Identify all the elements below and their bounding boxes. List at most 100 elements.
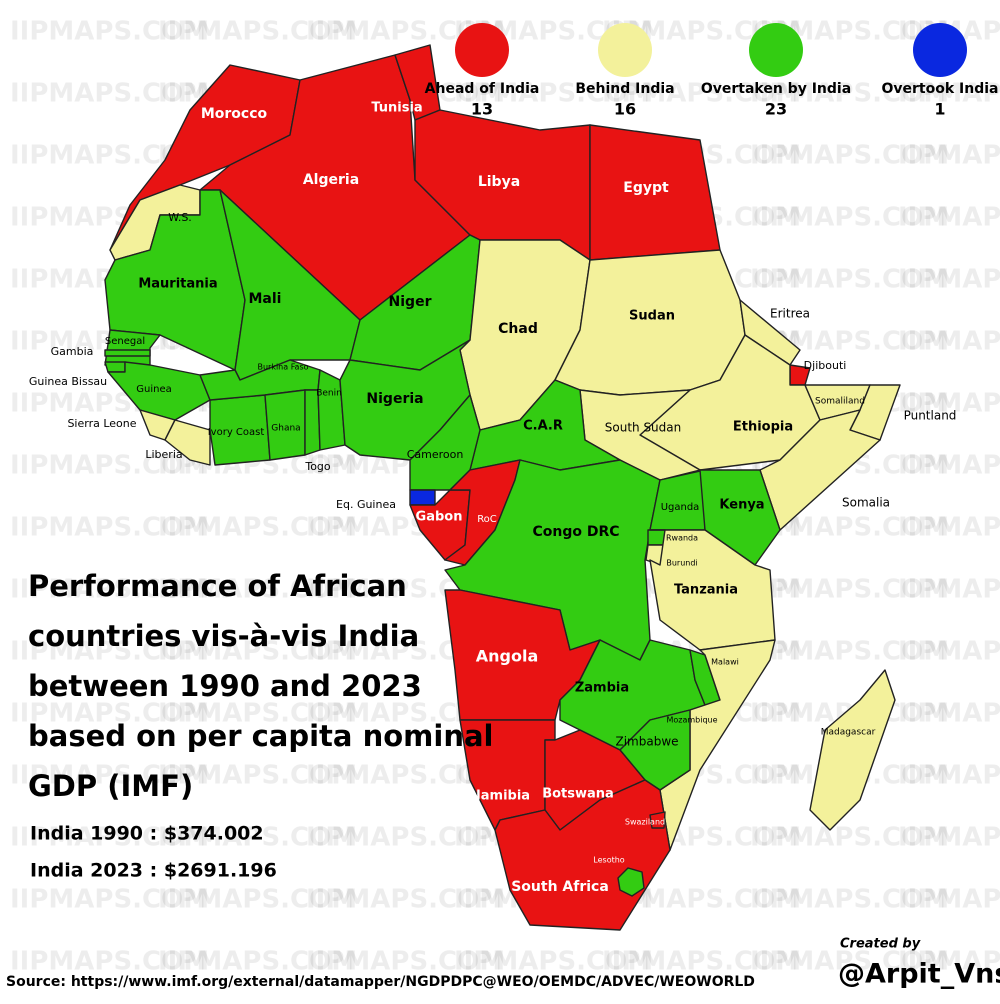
country-label: Tanzania (674, 583, 738, 598)
watermark: IIPMAPS.COM (158, 885, 357, 915)
legend-count: 16 (614, 100, 636, 119)
country-label: Rwanda (666, 534, 698, 543)
watermark: IIPMAPS.COM (602, 79, 801, 109)
watermark: IIPMAPS.COM (158, 637, 357, 667)
watermark: IIPMAPS.COM (898, 885, 1000, 915)
watermark: IIPMAPS.COM (750, 947, 949, 977)
country-label: South Africa (511, 879, 609, 895)
country (409, 489, 436, 506)
country (649, 811, 666, 829)
country-label: Zimbabwe (615, 735, 678, 749)
country-labels: Morocco W.S. Algeria Tunisia Libya Egypt Mauri… (29, 101, 957, 896)
country (759, 409, 881, 531)
watermark: IIPMAPS.COM (898, 265, 1000, 295)
watermark: IIPMAPS.COM (306, 947, 505, 977)
watermark: IIPMAPS.COM (10, 451, 209, 481)
country-label: Ghana (271, 424, 300, 434)
country-label: Mali (249, 291, 282, 307)
country-label: Senegal (105, 336, 145, 347)
country-label: Kenya (719, 498, 764, 513)
country-label: Nigeria (366, 391, 423, 407)
country (699, 469, 781, 566)
watermark: IIPMAPS.COM (158, 761, 357, 791)
legend-label: Overtaken by India (701, 81, 851, 97)
watermark: IIPMAPS.COM (10, 637, 209, 667)
country (104, 361, 126, 373)
watermark: IIPMAPS.COM (158, 575, 357, 605)
legend-swatch (598, 23, 652, 77)
country-label: Niger (389, 294, 432, 310)
country-label: Cameroon (407, 448, 464, 461)
legend-label: Overtook India (882, 81, 999, 97)
watermark: IIPMAPS.COM (898, 947, 1000, 977)
watermark: IIPMAPS.COM (10, 699, 209, 729)
legend-swatch (749, 23, 803, 77)
title-line: Performance of African (28, 569, 407, 603)
legend-count: 1 (934, 100, 945, 119)
country-label: RoC (477, 514, 497, 525)
country (164, 419, 211, 466)
india-stat: India 2023 : $2691.196 (30, 860, 277, 882)
country-label: Morocco (201, 106, 268, 122)
country (617, 867, 645, 897)
country-label: Libya (478, 174, 520, 190)
watermark: IIPMAPS.COM (750, 637, 949, 667)
title-line: based on per capita nominal (28, 719, 493, 753)
country (104, 349, 151, 357)
country-label: Chad (498, 321, 538, 337)
watermark: IIPMAPS.COM (898, 823, 1000, 853)
country-label: Sudan (629, 309, 675, 324)
country-label: Madagascar (821, 728, 876, 738)
country-label: Burkina Faso (257, 363, 308, 372)
watermark: IIPMAPS.COM (10, 17, 209, 47)
watermark: IIPMAPS.COM (158, 513, 357, 543)
country-label: Gambia (51, 345, 94, 358)
watermark: IIPMAPS.COM (454, 79, 653, 109)
watermark: IIPMAPS.COM (750, 823, 949, 853)
country-label: Zambia (575, 681, 629, 696)
watermark: IIPMAPS.COM (158, 17, 357, 47)
country-label: Angola (476, 647, 539, 666)
watermark: IIPMAPS.COM (158, 699, 357, 729)
country-label: Somalia (842, 496, 890, 510)
watermark: IIPMAPS.COM (306, 885, 505, 915)
title-block: Performance of African countries vis-à-v… (28, 569, 493, 882)
watermark: IIPMAPS.COM (10, 575, 209, 605)
country (647, 529, 666, 546)
country-label: Ethiopia (733, 420, 793, 435)
watermark: IIPMAPS.COM (898, 637, 1000, 667)
india-stat: India 1990 : $374.002 (30, 823, 264, 845)
country-label: Swaziland (625, 818, 665, 827)
country-label: Puntland (904, 409, 957, 423)
country-label: Algeria (303, 172, 359, 188)
country-label: C.A.R (523, 419, 563, 434)
country-label: Mozambique (666, 716, 717, 725)
watermark: IIPMAPS.COM (898, 575, 1000, 605)
legend-label: Ahead of India (425, 81, 540, 97)
watermark: IIPMAPS.COM (898, 141, 1000, 171)
country-label: Togo (304, 460, 331, 473)
country-label: Lesotho (593, 856, 625, 865)
country-label: South Sudan (605, 421, 682, 435)
countries (104, 44, 901, 931)
country-label: Eritrea (770, 307, 810, 321)
watermark: IIPMAPS.COM (454, 947, 653, 977)
watermark: IIPMAPS.COM (898, 79, 1000, 109)
legend-label: Behind India (575, 81, 674, 97)
watermark: IIPMAPS.COM (898, 327, 1000, 357)
watermark: IIPMAPS.COM (158, 947, 357, 977)
watermark: IIPMAPS.COM (750, 141, 949, 171)
country-label: Egypt (623, 180, 669, 196)
country-label: Malawi (711, 658, 739, 667)
watermark: IIPMAPS.COM (898, 451, 1000, 481)
country-label: Liberia (145, 448, 182, 461)
watermark: IIPMAPS.COM (750, 575, 949, 605)
watermark: IIPMAPS.COM (750, 885, 949, 915)
watermark: IIPMAPS.COM (898, 761, 1000, 791)
watermark: IIPMAPS.COM (898, 203, 1000, 233)
country-label: W.S. (168, 211, 192, 224)
legend-count: 23 (765, 100, 787, 119)
watermark: IIPMAPS.COM (602, 947, 801, 977)
country-label: Benin (316, 389, 342, 399)
